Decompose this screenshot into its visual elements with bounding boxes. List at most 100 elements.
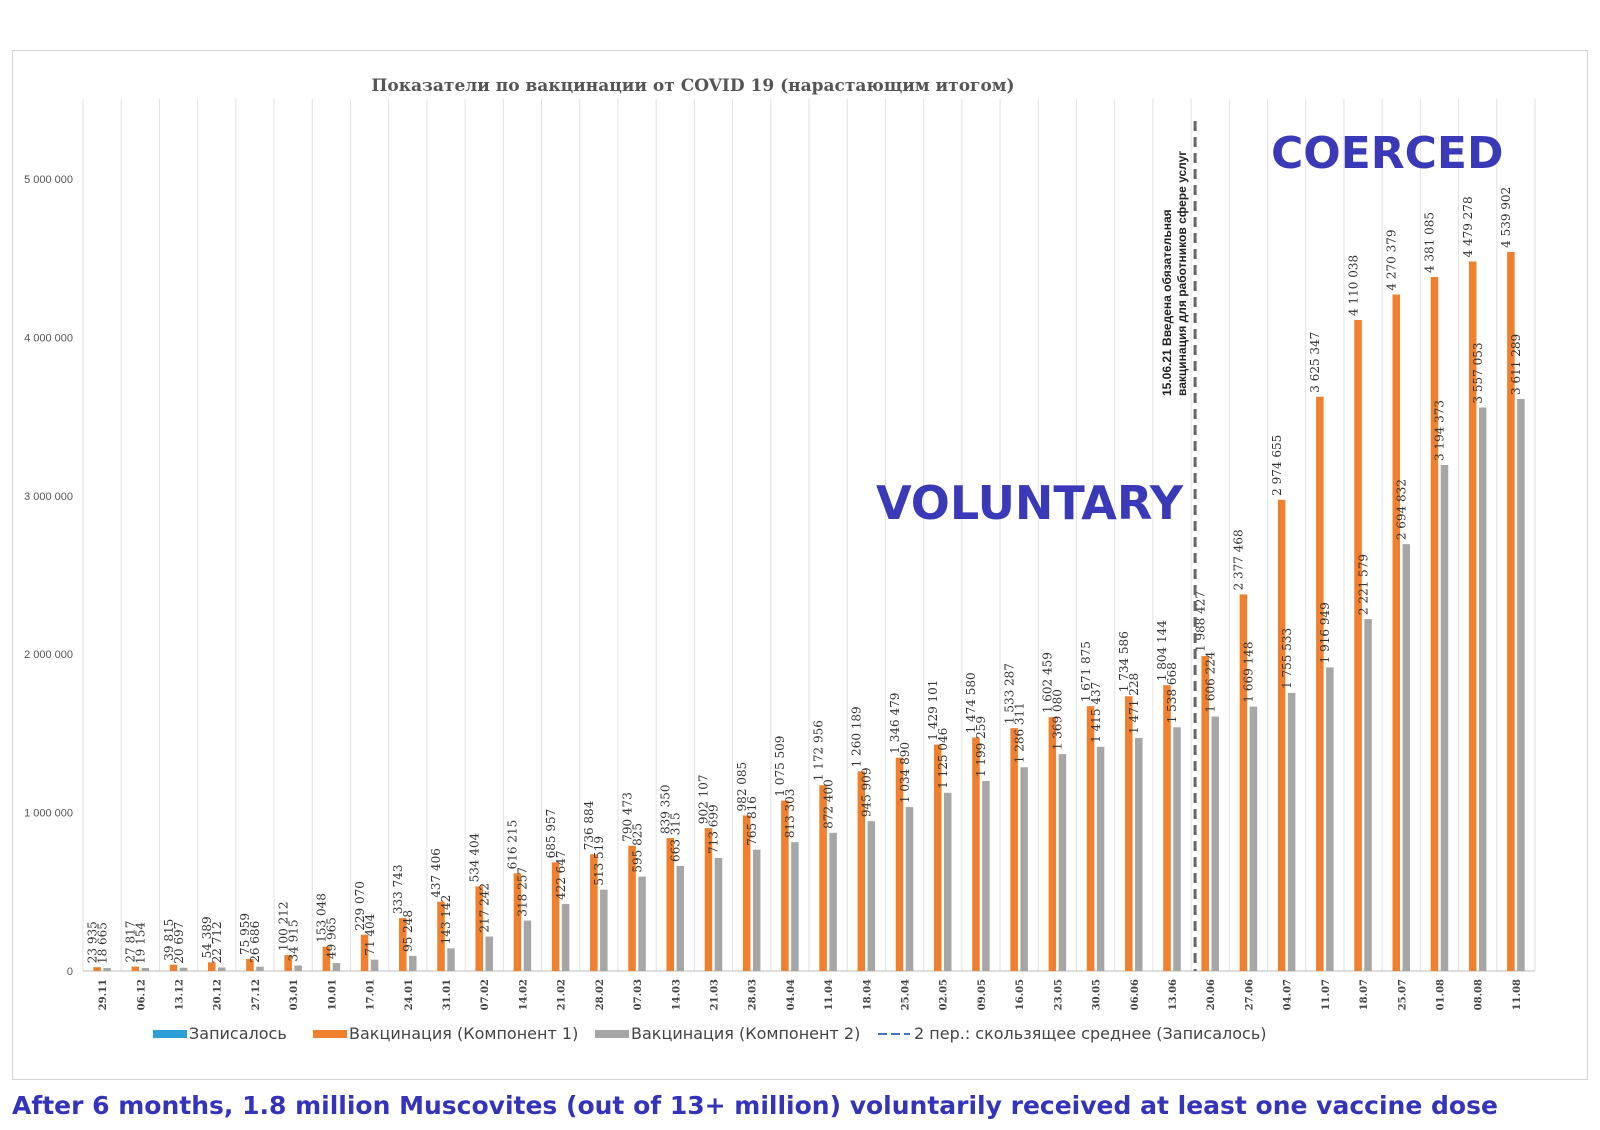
data-label-component-2: 1 415 437 bbox=[1089, 682, 1103, 743]
bar-component-1 bbox=[1277, 499, 1286, 971]
bar-component-1 bbox=[437, 901, 445, 971]
x-tick-label: 04.04 bbox=[786, 979, 797, 1010]
data-label-component-2: 872 400 bbox=[821, 779, 835, 829]
data-label-component-2: 513 519 bbox=[592, 836, 606, 886]
bar-component-2 bbox=[867, 821, 876, 971]
bar-component-2 bbox=[1440, 465, 1449, 971]
bar-component-1 bbox=[704, 828, 713, 971]
bar-component-2 bbox=[1135, 737, 1143, 971]
bar-component-2 bbox=[447, 948, 455, 971]
annotation-line-2: вакцинация для работников сфере услуг bbox=[1175, 151, 1189, 396]
bar-component-1 bbox=[551, 862, 560, 971]
bar-component-1 bbox=[1086, 706, 1095, 971]
data-label-component-2: 945 909 bbox=[860, 768, 874, 818]
y-tick-label: 1 000 000 bbox=[24, 808, 73, 820]
data-label-component-1: 229 070 bbox=[353, 881, 367, 931]
data-label-component-1: 790 473 bbox=[620, 792, 634, 842]
data-label-component-1: 4 270 379 bbox=[1385, 229, 1399, 290]
x-tick-label: 14.02 bbox=[518, 979, 529, 1010]
x-tick-label: 16.05 bbox=[1015, 979, 1026, 1010]
bar-component-1 bbox=[1163, 685, 1171, 971]
data-label-component-2: 663 315 bbox=[669, 812, 683, 862]
data-label-component-1: 2 377 468 bbox=[1232, 529, 1246, 590]
bar-component-1 bbox=[1010, 728, 1018, 971]
x-tick-label: 18.07 bbox=[1359, 979, 1370, 1010]
bar-component-1 bbox=[666, 838, 675, 971]
bar-component-2 bbox=[332, 963, 341, 971]
bar-component-1 bbox=[360, 934, 369, 971]
data-label-component-1: 1 429 101 bbox=[926, 680, 940, 741]
data-label-component-1: 1 734 586 bbox=[1117, 631, 1131, 692]
data-label-component-1: 39 815 bbox=[162, 919, 176, 961]
x-tick-label: 24.01 bbox=[404, 979, 415, 1010]
bar-component-1 bbox=[1239, 594, 1248, 971]
data-label-component-1: 1 671 875 bbox=[1079, 641, 1093, 702]
bar-component-1 bbox=[972, 737, 980, 971]
bar-component-1 bbox=[131, 966, 140, 971]
bar-component-1 bbox=[93, 967, 101, 971]
bar-component-2 bbox=[1326, 667, 1334, 971]
bar-component-1 bbox=[1468, 261, 1477, 971]
data-label-component-2: 1 538 668 bbox=[1165, 662, 1179, 723]
data-label-component-1: 982 085 bbox=[735, 762, 749, 812]
data-label-component-2: 22 712 bbox=[210, 921, 224, 963]
bar-component-1 bbox=[169, 964, 178, 971]
bar-component-2 bbox=[256, 966, 264, 971]
data-label-component-1: 534 404 bbox=[467, 832, 481, 882]
x-tick-label: 21.02 bbox=[557, 979, 568, 1010]
x-tick-label: 17.01 bbox=[366, 979, 377, 1010]
data-label-component-1: 2 974 655 bbox=[1270, 435, 1284, 496]
bar-component-2 bbox=[905, 807, 914, 971]
gridlines bbox=[82, 99, 1536, 972]
data-label-component-2: 143 142 bbox=[439, 895, 453, 945]
legend-swatch bbox=[153, 1030, 187, 1038]
x-tick-label: 25.04 bbox=[901, 979, 912, 1010]
y-tick-label: 3 000 000 bbox=[24, 491, 73, 503]
bar-component-1 bbox=[819, 785, 827, 971]
bar-component-1 bbox=[513, 873, 522, 971]
data-label-component-2: 3 194 373 bbox=[1433, 400, 1447, 461]
bar-component-2 bbox=[141, 967, 150, 971]
bar-component-1 bbox=[1316, 396, 1324, 972]
data-label-component-2: 18 665 bbox=[95, 922, 109, 964]
data-label-component-1: 1 075 509 bbox=[773, 736, 787, 797]
bar-component-2 bbox=[409, 955, 417, 971]
bar-component-2 bbox=[600, 889, 608, 971]
data-label-component-1: 902 107 bbox=[697, 774, 711, 824]
bar-component-2 bbox=[294, 965, 302, 971]
x-tick-label: 09.05 bbox=[977, 979, 988, 1010]
bar-component-2 bbox=[1211, 716, 1219, 971]
bar-component-1 bbox=[857, 771, 866, 971]
voluntary-label: VOLUNTARY bbox=[876, 476, 1184, 530]
bar-component-2 bbox=[485, 936, 493, 971]
data-label-component-2: 765 816 bbox=[745, 796, 759, 846]
annotation-line-1: 15.06.21 Введена обязательная bbox=[1160, 209, 1174, 396]
bar-component-2 bbox=[1020, 767, 1028, 971]
bar-component-2 bbox=[982, 781, 990, 971]
data-label-component-2: 1 199 259 bbox=[974, 716, 988, 777]
data-label-component-2: 19 154 bbox=[134, 922, 148, 964]
data-label-component-2: 3 557 053 bbox=[1471, 342, 1485, 403]
data-label-component-2: 2 221 579 bbox=[1356, 554, 1370, 615]
data-label-component-2: 20 697 bbox=[172, 922, 186, 964]
data-label-component-2: 1 606 224 bbox=[1203, 651, 1217, 712]
x-tick-label: 11.04 bbox=[824, 979, 835, 1010]
data-label-component-1: 1 260 189 bbox=[850, 706, 864, 767]
bar-component-2 bbox=[179, 967, 188, 971]
data-label-component-2: 595 825 bbox=[630, 823, 644, 873]
legend-label: 2 пер.: скользящее среднее (Записалось) bbox=[914, 1024, 1267, 1043]
bar-component-1 bbox=[628, 845, 636, 971]
chart-frame: 0 1 000 000 2 000 000 3 000 000 4 000 000 5 0… bbox=[12, 50, 1588, 1080]
x-tick-label: 20.06 bbox=[1206, 979, 1217, 1010]
data-label-component-2: 1 755 533 bbox=[1280, 628, 1294, 689]
data-label-component-2: 95 248 bbox=[401, 910, 415, 952]
x-tick-label: 13.12 bbox=[175, 979, 186, 1010]
x-tick-label: 23.05 bbox=[1053, 979, 1064, 1010]
data-label-component-1: 153 048 bbox=[315, 893, 329, 943]
data-label-component-1: 4 110 038 bbox=[1346, 255, 1360, 316]
x-tick-label: 10.01 bbox=[327, 979, 338, 1010]
bar-component-1 bbox=[1125, 696, 1133, 971]
data-label-component-1: 4 539 902 bbox=[1499, 187, 1513, 248]
bar-component-2 bbox=[1173, 727, 1181, 971]
data-label-component-1: 1 533 287 bbox=[1002, 663, 1016, 724]
